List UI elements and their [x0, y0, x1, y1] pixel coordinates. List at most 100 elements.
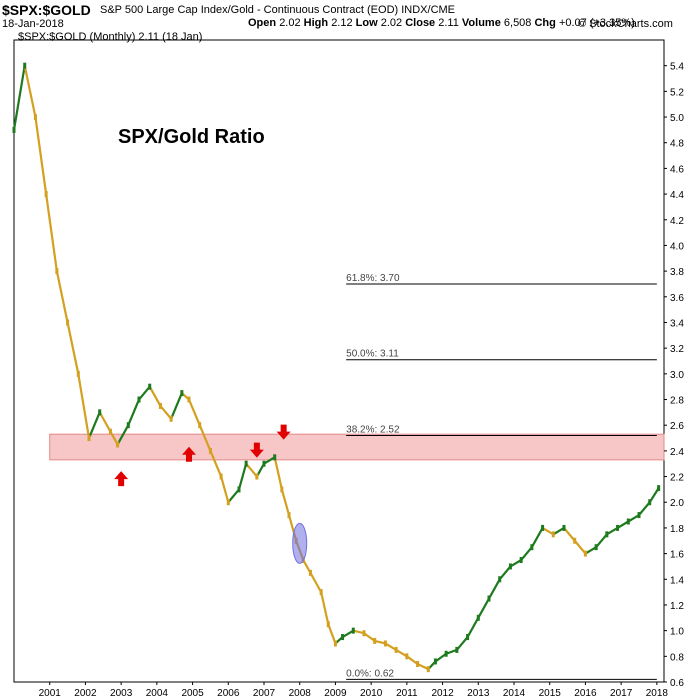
y-axis-tick-label: 4.8 [670, 139, 684, 150]
series-segment [637, 501, 651, 517]
series-segment [605, 526, 619, 536]
series-segment [187, 398, 201, 427]
series-segment [487, 578, 501, 600]
series-segment [127, 398, 141, 427]
open-label: Open [248, 17, 277, 29]
data-point [351, 627, 355, 634]
data-point [648, 499, 652, 506]
data-point [116, 441, 120, 448]
y-axis-tick-label: 2.0 [670, 498, 684, 509]
series-segment [45, 192, 58, 273]
data-point [148, 383, 152, 390]
fib-level-label: 61.8%: 3.70 [346, 273, 400, 284]
data-point [255, 473, 259, 480]
close-value: 2.11 [438, 17, 459, 29]
chart-title: SPX/Gold Ratio [118, 126, 265, 148]
copyright-notice: © StockCharts.com [578, 18, 673, 30]
chg-value: +0.07 (+3.35%) [558, 17, 635, 29]
series-segment [616, 520, 630, 530]
data-point [169, 415, 173, 422]
y-axis-tick-label: 3.4 [670, 318, 684, 329]
y-axis-tick-label: 0.8 [670, 652, 684, 663]
series-segment [280, 488, 291, 517]
fib-level-label: 0.0%: 0.62 [346, 668, 394, 679]
series-segment [352, 629, 366, 635]
series-segment [77, 372, 91, 440]
series-segment [584, 546, 598, 555]
series-segment [466, 616, 480, 639]
data-point [573, 537, 577, 544]
resistance-band [49, 433, 665, 461]
series-segment [341, 629, 355, 639]
data-point [308, 569, 312, 576]
series-segment [227, 488, 241, 504]
data-point [180, 390, 184, 397]
arrow-down-icon [276, 424, 291, 440]
data-point [362, 630, 366, 637]
y-axis-tick-label: 0.6 [670, 678, 684, 689]
series-segment [309, 571, 323, 594]
y-axis-tick-label: 4.4 [670, 190, 684, 201]
data-point [198, 422, 202, 429]
data-point [476, 614, 480, 621]
data-point [126, 422, 130, 429]
series-segment [445, 648, 458, 655]
data-point [137, 396, 141, 403]
data-point [44, 191, 48, 198]
data-point [280, 486, 284, 493]
series-segment [573, 539, 587, 555]
chart-date: 18-Jan-2018 [2, 18, 64, 30]
series-segment [148, 385, 162, 408]
volume-label: Volume [461, 17, 501, 29]
series-segment [245, 462, 258, 478]
x-axis-tick-label: 2018 [646, 688, 669, 699]
data-point [158, 402, 162, 409]
series-segment [320, 591, 330, 626]
data-point [416, 661, 420, 668]
series-segment [66, 321, 80, 375]
series-segment [509, 558, 523, 568]
series-segment [170, 392, 183, 420]
arrow-down-icon [249, 442, 264, 458]
y-axis-tick-label: 2.4 [670, 447, 684, 458]
data-point [541, 524, 545, 531]
fib-level-label: 50.0%: 3.11 [346, 349, 399, 360]
y-axis-tick-label: 3.6 [670, 293, 684, 304]
data-point [33, 114, 37, 121]
y-axis-tick-label: 3.8 [670, 267, 684, 278]
series-segment [237, 462, 248, 491]
data-point [433, 658, 437, 665]
y-axis-tick-label: 4.0 [670, 241, 684, 252]
data-point [562, 524, 566, 531]
arrow-up-icon [182, 446, 196, 462]
series-segment [562, 526, 576, 542]
series-segment [552, 526, 566, 536]
data-point [326, 621, 330, 628]
data-point [551, 531, 555, 538]
data-point [426, 666, 430, 673]
data-point [76, 370, 80, 377]
close-label: Close [405, 17, 436, 29]
highlight-ellipse [292, 522, 308, 564]
data-point [55, 268, 59, 275]
data-point [383, 640, 387, 647]
data-point [341, 634, 345, 641]
ohlc-readout: Open 2.02 High 2.12 Low 2.02 Close 2.11 … [248, 17, 635, 29]
series-segment [327, 623, 337, 645]
data-point [66, 319, 70, 326]
x-axis-tick-label: 2002 [74, 688, 97, 699]
x-axis-tick-label: 2005 [181, 688, 204, 699]
data-point [187, 396, 191, 403]
series-segment [262, 456, 276, 465]
series-segment [34, 115, 48, 196]
data-point [319, 589, 323, 596]
series-segment [405, 655, 419, 666]
y-axis-tick-label: 1.4 [670, 575, 684, 586]
series-segment [220, 475, 230, 504]
series-segment [116, 424, 130, 446]
series-segment [87, 411, 101, 440]
x-axis-tick-label: 2015 [539, 688, 562, 699]
data-point [487, 595, 491, 602]
data-point [373, 637, 377, 644]
series-segment [477, 597, 491, 619]
